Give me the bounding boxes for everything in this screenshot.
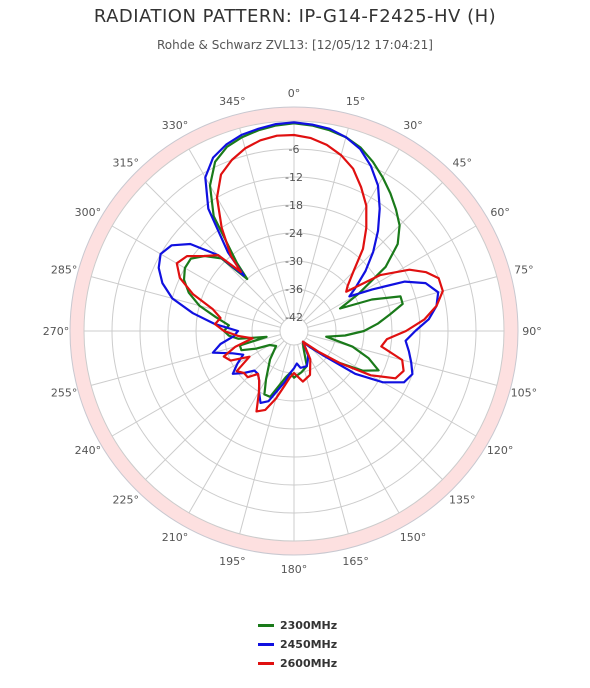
series-line-2600mhz bbox=[175, 133, 444, 413]
legend: 2300MHz 2450MHz 2600MHz bbox=[258, 616, 337, 673]
angle-tick-label: 30° bbox=[403, 119, 423, 132]
legend-item[interactable]: 2600MHz bbox=[258, 654, 337, 673]
angle-tick-label: 255° bbox=[51, 387, 78, 400]
grid-spoke bbox=[111, 337, 283, 437]
legend-swatch bbox=[258, 624, 274, 627]
angle-tick-label: 270° bbox=[43, 325, 70, 338]
angle-tick-label: 15° bbox=[346, 95, 366, 108]
radial-tick-label: -6 bbox=[289, 143, 300, 156]
grid-spoke bbox=[239, 128, 291, 318]
grid-spoke bbox=[297, 128, 349, 318]
angle-tick-label: 105° bbox=[511, 387, 538, 400]
radial-tick-label: -12 bbox=[285, 171, 303, 184]
legend-swatch bbox=[258, 662, 274, 665]
grid-spoke bbox=[303, 340, 443, 480]
legend-item[interactable]: 2300MHz bbox=[258, 616, 337, 635]
legend-label: 2450MHz bbox=[280, 638, 338, 651]
radial-tick-label: -42 bbox=[285, 311, 303, 324]
radial-tick-label: -18 bbox=[285, 199, 303, 212]
angle-tick-label: 120° bbox=[487, 444, 514, 457]
legend-label: 2600MHz bbox=[280, 657, 338, 670]
series-line-2450mhz bbox=[157, 121, 440, 404]
radial-tick-label: -36 bbox=[285, 283, 303, 296]
grid-spoke bbox=[188, 342, 288, 514]
chart-title: RADIATION PATTERN: IP-G14-F2425-HV (H) bbox=[93, 6, 497, 27]
grid-spoke bbox=[145, 182, 285, 322]
angle-tick-label: 300° bbox=[75, 206, 102, 219]
grid-spoke bbox=[145, 340, 285, 480]
grid-spoke bbox=[111, 225, 283, 325]
angle-tick-label: 195° bbox=[219, 555, 246, 568]
grid-spoke bbox=[239, 344, 291, 534]
angle-tick-label: 150° bbox=[400, 531, 427, 544]
angle-tick-label: 225° bbox=[112, 493, 139, 506]
angle-tick-label: 210° bbox=[162, 531, 189, 544]
angle-tick-label: 135° bbox=[449, 493, 476, 506]
angle-tick-label: 345° bbox=[219, 95, 246, 108]
outer-ring bbox=[69, 106, 519, 556]
angle-tick-label: 60° bbox=[490, 206, 510, 219]
grid-spoke bbox=[91, 276, 281, 328]
angle-tick-label: 180° bbox=[281, 563, 308, 576]
polar-grid bbox=[69, 106, 519, 556]
chart-subtitle: Rohde & Schwarz ZVL13: [12/05/12 17:04:2… bbox=[157, 38, 433, 52]
angle-tick-label: 90° bbox=[522, 325, 542, 338]
radial-tick-label: -30 bbox=[285, 255, 303, 268]
series-layer bbox=[157, 121, 444, 413]
angle-tick-label: 285° bbox=[51, 263, 78, 276]
angle-tick-label: 240° bbox=[75, 444, 102, 457]
axis-labels: -6 -12 -18 -24 -30 -36 -42 0° 15° 30° 45° 60° 75° 90°… bbox=[43, 87, 542, 576]
grid-spoke bbox=[305, 337, 477, 437]
angle-tick-label: 75° bbox=[514, 263, 534, 276]
angle-tick-label: 0° bbox=[288, 87, 301, 100]
legend-item[interactable]: 2450MHz bbox=[258, 635, 337, 654]
outer-band bbox=[70, 107, 518, 555]
angle-tick-label: 330° bbox=[162, 119, 189, 132]
radial-tick-label: -24 bbox=[285, 227, 303, 240]
angle-tick-label: 45° bbox=[453, 157, 473, 170]
angle-tick-label: 315° bbox=[112, 157, 139, 170]
angle-tick-label: 165° bbox=[342, 555, 369, 568]
grid-spoke bbox=[305, 225, 477, 325]
grid-spoke bbox=[300, 342, 400, 514]
grid-spoke bbox=[297, 344, 349, 534]
legend-swatch bbox=[258, 643, 274, 646]
legend-label: 2300MHz bbox=[280, 619, 338, 632]
